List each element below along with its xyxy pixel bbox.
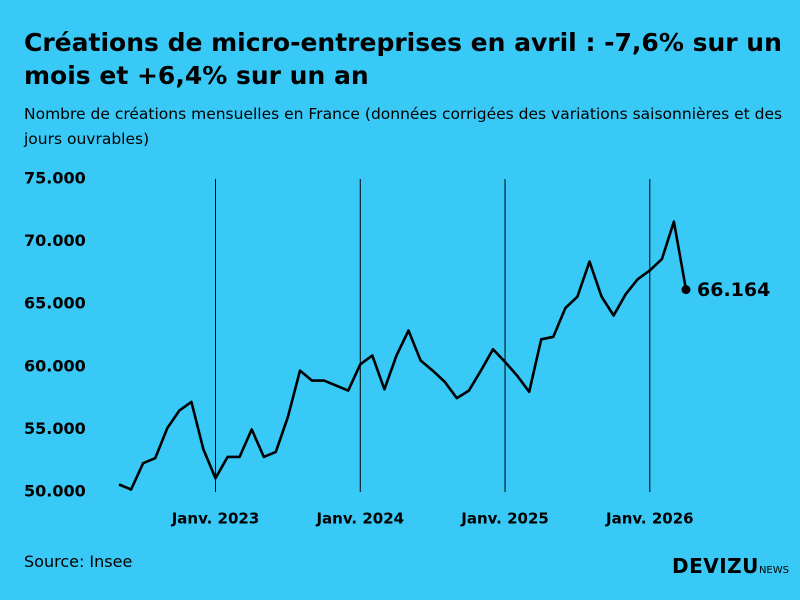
x-tick-label: Janv. 2025 — [460, 510, 549, 528]
y-tick-label: 75.000 — [24, 169, 86, 188]
chart-subtitle: Nombre de créations mensuelles en France… — [24, 105, 783, 148]
logo-suffix: NEWS — [758, 565, 789, 576]
y-tick-label: 65.000 — [24, 294, 86, 313]
data-point — [681, 285, 691, 295]
x-tick-label: Janv. 2024 — [315, 510, 404, 528]
data-label: 66.164 — [697, 279, 770, 301]
x-tick-label: Janv. 2026 — [605, 510, 694, 528]
chart-title: Créations de micro-entreprises en avril … — [24, 28, 782, 90]
x-tick-label: Janv. 2023 — [171, 510, 260, 528]
y-tick-label: 70.000 — [24, 231, 86, 250]
logo-text: DEVIZU — [672, 554, 759, 578]
y-tick-label: 60.000 — [24, 356, 86, 375]
y-tick-label: 55.000 — [24, 419, 86, 438]
data-line — [118, 220, 688, 491]
logo: DEVIZUNEWS — [672, 554, 789, 578]
source: Source: Insee — [24, 552, 133, 571]
y-tick-label: 50.000 — [24, 482, 86, 501]
